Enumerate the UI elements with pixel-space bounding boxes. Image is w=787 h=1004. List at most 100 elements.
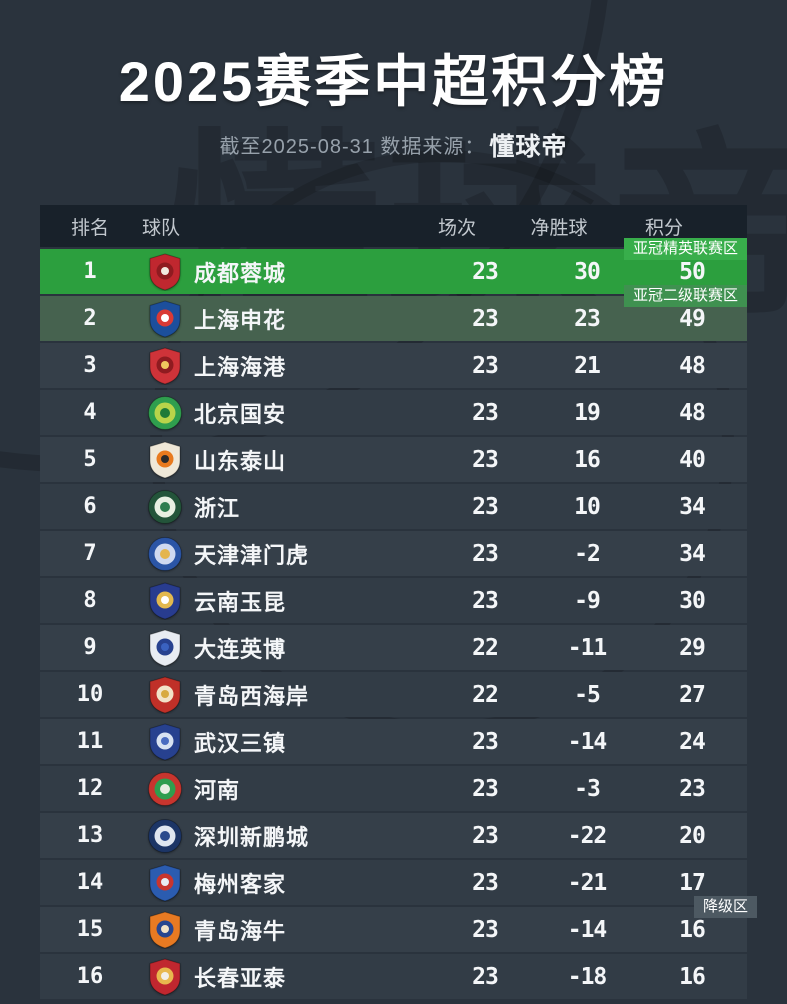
column-header-played: 场次 [437, 217, 476, 239]
played-value: 23 [472, 399, 499, 426]
rank-value: 1 [83, 259, 97, 284]
rank-value: 6 [83, 494, 97, 519]
rank-value: 3 [83, 353, 97, 378]
table-row: 11 武汉三镇 23 -14 24 [40, 719, 747, 764]
team-name: 上海申花 [194, 307, 287, 333]
table-row: 7 天津津门虎 23 -2 34 [40, 531, 747, 576]
rank-value: 10 [76, 682, 104, 707]
points-value: 29 [679, 634, 706, 661]
column-header-points: 积分 [644, 217, 683, 239]
team-cell: 北京国安 [140, 394, 440, 432]
team-name: 天津津门虎 [194, 542, 310, 568]
played-value: 23 [472, 258, 499, 285]
points-value: 23 [679, 775, 706, 802]
played-value: 23 [472, 493, 499, 520]
points-value: 30 [679, 587, 706, 614]
column-header-rank: 排名 [70, 217, 109, 239]
points-value: 17 [679, 869, 706, 896]
rank-value: 14 [76, 870, 104, 895]
goal-diff-value: 30 [574, 258, 601, 285]
team-cell: 上海海港 [140, 346, 440, 385]
team-name: 山东泰山 [194, 448, 287, 474]
team-logo [148, 628, 182, 667]
points-value: 40 [679, 446, 706, 473]
rank-value: 5 [83, 447, 97, 472]
team-logo [148, 581, 182, 620]
team-name: 梅州客家 [194, 871, 287, 897]
team-name: 深圳新鹏城 [194, 824, 310, 850]
table-body: 1 成都蓉城 23 30 50 亚冠精英联赛区 2 上海申花 23 23 49 … [40, 238, 757, 999]
goal-diff-value: -18 [567, 963, 608, 990]
team-cell: 成都蓉城 [140, 252, 440, 291]
played-value: 23 [472, 352, 499, 379]
team-logo [148, 440, 182, 479]
table-row: 9 大连英博 22 -11 29 [40, 625, 747, 670]
goal-diff-value: -3 [574, 775, 601, 802]
points-value: 48 [679, 352, 706, 379]
table-row: 5 山东泰山 23 16 40 [40, 437, 747, 482]
goal-diff-value: 19 [574, 399, 601, 426]
team-logo [148, 252, 182, 291]
goal-diff-value: -11 [567, 634, 608, 661]
team-logo [148, 675, 182, 714]
team-cell: 河南 [140, 770, 440, 808]
rank-value: 4 [83, 400, 97, 425]
points-value: 20 [679, 822, 706, 849]
rank-value: 8 [83, 588, 97, 613]
team-logo [148, 535, 182, 573]
table-row: 6 浙江 23 10 34 [40, 484, 747, 529]
team-name: 上海海港 [194, 354, 287, 380]
table-row: 4 北京国安 23 19 48 [40, 390, 747, 435]
team-cell: 上海申花 [140, 299, 440, 338]
table-row: 2 上海申花 23 23 49 亚冠二级联赛区 [40, 285, 747, 341]
points-value: 24 [679, 728, 706, 755]
rank-value: 11 [76, 729, 104, 754]
team-cell: 浙江 [140, 488, 440, 526]
data-source-name: 懂球帝 [489, 133, 568, 162]
subtitle: 截至2025-08-31 数据来源： 懂球帝 [0, 127, 787, 163]
rank-value: 7 [83, 541, 97, 566]
points-value: 34 [679, 493, 706, 520]
rank-value: 16 [76, 964, 104, 989]
rank-value: 2 [83, 306, 97, 331]
team-cell: 天津津门虎 [140, 535, 440, 573]
zone-badge: 亚冠二级联赛区 [623, 285, 747, 307]
rank-value: 9 [83, 635, 97, 660]
team-logo [148, 722, 182, 761]
team-name: 成都蓉城 [194, 260, 287, 286]
played-value: 23 [472, 446, 499, 473]
team-cell: 青岛西海岸 [140, 675, 440, 714]
rank-value: 15 [76, 917, 104, 942]
goal-diff-value: 21 [574, 352, 601, 379]
team-cell: 长春亚泰 [140, 957, 440, 996]
team-name: 河南 [194, 777, 241, 803]
goal-diff-value: 10 [574, 493, 601, 520]
team-name: 北京国安 [194, 401, 287, 427]
team-name: 长春亚泰 [194, 965, 287, 991]
team-logo [148, 910, 182, 949]
team-name: 青岛西海岸 [194, 683, 310, 709]
team-name: 武汉三镇 [194, 730, 287, 756]
standings-table: 排名 球队 场次 净胜球 积分 1 成都蓉城 23 30 50 亚冠精英联赛区 … [40, 205, 757, 1001]
table-row: 10 青岛西海岸 22 -5 27 [40, 672, 747, 717]
column-header-team: 球队 [142, 217, 181, 239]
goal-diff-value: -22 [567, 822, 608, 849]
points-value: 16 [679, 916, 706, 943]
table-row: 8 云南玉昆 23 -9 30 [40, 578, 747, 623]
points-value: 50 [679, 258, 706, 285]
team-name: 云南玉昆 [194, 589, 287, 615]
goal-diff-value: -2 [574, 540, 601, 567]
goal-diff-value: -14 [567, 728, 608, 755]
team-logo [148, 817, 182, 855]
played-value: 23 [472, 775, 499, 802]
played-value: 22 [472, 634, 499, 661]
team-name: 青岛海牛 [194, 918, 287, 944]
team-logo [148, 488, 182, 526]
team-cell: 大连英博 [140, 628, 440, 667]
subtitle-date-source: 截至2025-08-31 数据来源： [219, 136, 486, 159]
table-row: 14 梅州客家 23 -21 17 [40, 860, 747, 905]
table-row: 15 青岛海牛 23 -14 16 降级区 [40, 896, 757, 952]
team-logo [148, 770, 182, 808]
played-value: 23 [472, 916, 499, 943]
points-value: 49 [679, 305, 706, 332]
